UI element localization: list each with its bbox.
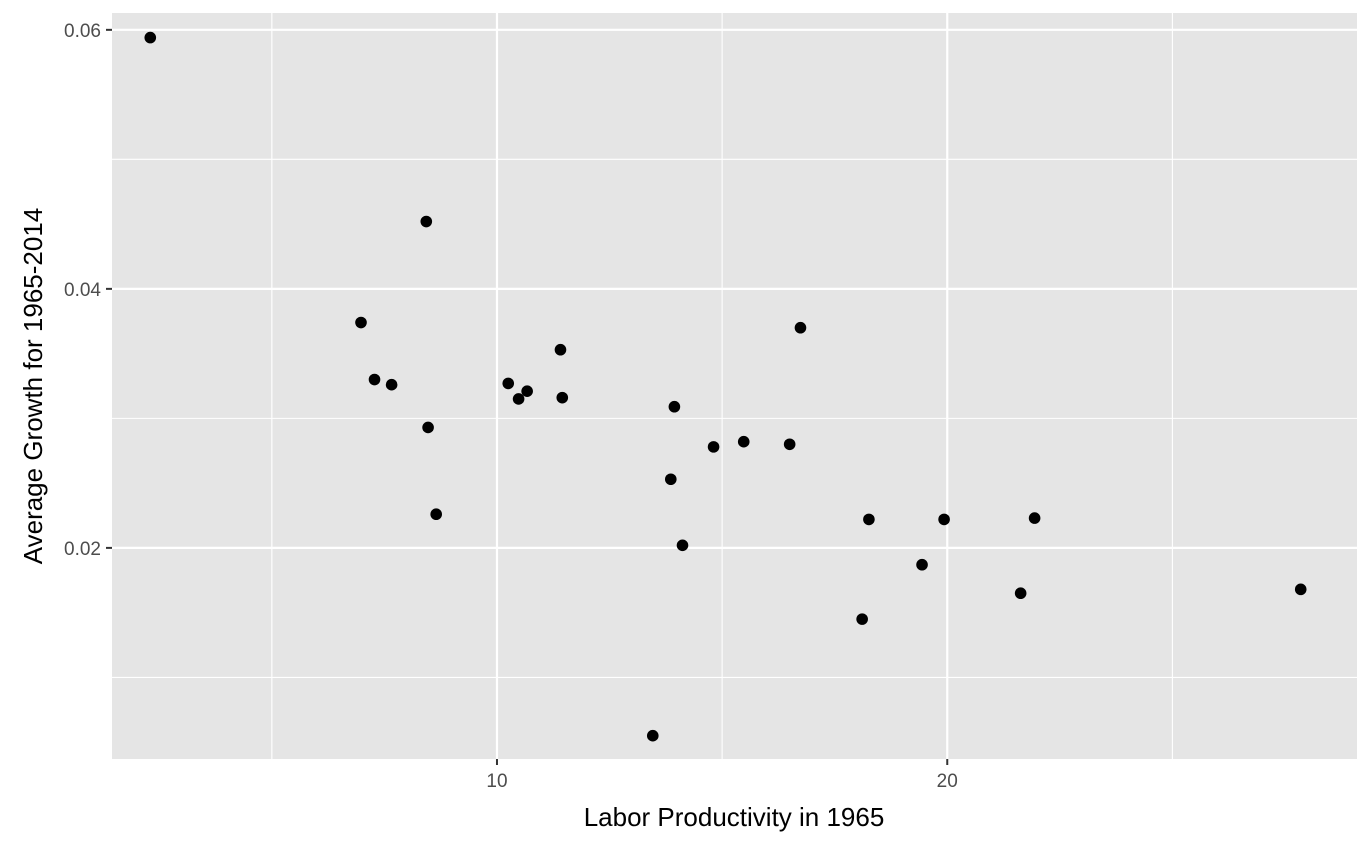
- data-point: [783, 438, 796, 451]
- data-point: [1014, 587, 1027, 600]
- major-gridlines: [112, 13, 1357, 759]
- data-point: [856, 613, 868, 625]
- data-point: [502, 377, 515, 390]
- x-tick-label: 20: [937, 771, 958, 792]
- x-tick-labels: 10 20: [486, 771, 957, 792]
- minor-gridlines: [112, 13, 1357, 759]
- data-point: [556, 391, 569, 404]
- data-point: [938, 513, 950, 526]
- data-point: [554, 343, 567, 356]
- data-point: [707, 441, 720, 453]
- data-point: [144, 31, 157, 44]
- y-tick-label: 0.04: [64, 280, 101, 301]
- data-point: [422, 421, 434, 434]
- axis-ticks: [106, 28, 949, 765]
- x-tick-label: 10: [486, 771, 507, 792]
- plot-panel: [112, 13, 1357, 759]
- y-axis-title: Average Growth for 1965-2014: [18, 208, 48, 565]
- data-point: [512, 393, 525, 405]
- data-point: [430, 508, 442, 521]
- data-point: [664, 473, 677, 486]
- data-point: [420, 215, 433, 228]
- y-tick-label: 0.02: [64, 539, 101, 560]
- data-points: [144, 31, 1307, 742]
- data-point: [521, 385, 533, 397]
- data-point: [1028, 512, 1041, 524]
- data-point: [676, 539, 689, 552]
- data-point: [646, 729, 659, 742]
- data-point: [916, 558, 928, 571]
- data-point: [385, 378, 398, 391]
- data-point: [737, 435, 750, 448]
- data-point: [1294, 583, 1307, 596]
- data-point: [863, 513, 875, 526]
- data-point: [368, 373, 381, 386]
- y-tick-labels: 0.02 0.04 0.06: [64, 21, 101, 560]
- data-point: [668, 400, 681, 413]
- data-point: [794, 321, 807, 334]
- y-tick-label: 0.06: [64, 21, 101, 42]
- x-axis-title: Labor Productivity in 1965: [584, 802, 885, 832]
- data-point: [355, 316, 367, 329]
